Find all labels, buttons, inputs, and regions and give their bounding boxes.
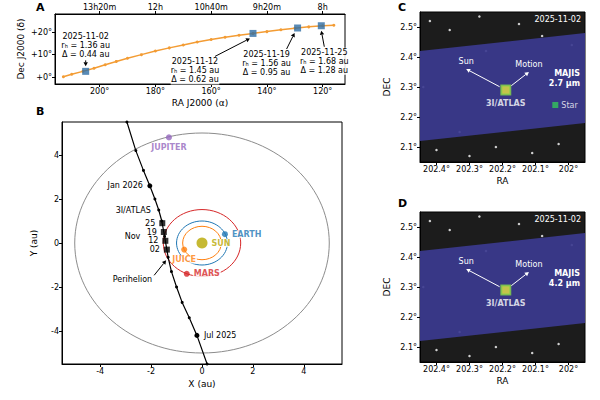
svg-text:JUPITER: JUPITER — [150, 143, 186, 152]
svg-text:13h20m: 13h20m — [83, 3, 116, 12]
svg-text:2.2°: 2.2° — [400, 313, 417, 322]
svg-text:rₕ = 1.36 au: rₕ = 1.36 au — [61, 41, 110, 50]
svg-text:RA: RA — [496, 176, 509, 186]
svg-text:180°: 180° — [146, 87, 165, 96]
svg-text:0: 0 — [54, 239, 59, 248]
svg-text:-2: -2 — [51, 283, 59, 292]
svg-text:202.1°: 202.1° — [522, 365, 549, 374]
svg-text:Nov: Nov — [125, 232, 141, 241]
svg-text:160°: 160° — [202, 87, 221, 96]
svg-text:2: 2 — [250, 367, 255, 376]
svg-text:2.5°: 2.5° — [400, 223, 417, 232]
svg-text:2025-11-02: 2025-11-02 — [535, 215, 582, 224]
svg-text:202.1°: 202.1° — [522, 165, 549, 174]
svg-text:Star: Star — [561, 101, 578, 110]
svg-text:2025-11-02: 2025-11-02 — [535, 15, 582, 24]
svg-text:25: 25 — [145, 219, 155, 228]
svg-text:rₕ = 1.56 au: rₕ = 1.56 au — [242, 59, 291, 68]
svg-text:202°: 202° — [559, 365, 578, 374]
svg-text:DEC: DEC — [382, 278, 392, 297]
svg-text:2025-11-19: 2025-11-19 — [243, 50, 290, 59]
svg-text:RA: RA — [496, 376, 509, 386]
svg-text:Perihelion: Perihelion — [113, 275, 152, 284]
svg-text:3I/ATLAS: 3I/ATLAS — [116, 206, 151, 215]
svg-text:2.2°: 2.2° — [400, 113, 417, 122]
svg-text:Motion: Motion — [515, 260, 542, 269]
svg-text:Jan 2026: Jan 2026 — [107, 181, 143, 190]
svg-text:4.2 μm: 4.2 μm — [549, 279, 580, 288]
svg-text:+20°: +20° — [31, 28, 52, 37]
svg-text:202.4°: 202.4° — [423, 165, 450, 174]
svg-text:120°: 120° — [313, 87, 332, 96]
svg-text:Δ = 0.62 au: Δ = 0.62 au — [171, 75, 219, 84]
svg-text:12: 12 — [148, 236, 158, 245]
svg-text:02: 02 — [150, 245, 160, 254]
svg-text:Sun: Sun — [459, 257, 474, 266]
svg-text:202°: 202° — [559, 165, 578, 174]
svg-text:-4: -4 — [96, 367, 104, 376]
svg-text:A: A — [36, 1, 45, 14]
svg-text:8h: 8h — [318, 3, 328, 12]
svg-text:2.4°: 2.4° — [400, 253, 417, 262]
svg-text:19: 19 — [147, 228, 157, 237]
svg-text:-4: -4 — [51, 327, 59, 336]
svg-text:0: 0 — [199, 367, 204, 376]
svg-text:Sun: Sun — [459, 57, 474, 66]
svg-text:2025-11-12: 2025-11-12 — [172, 57, 219, 66]
svg-text:2.1°: 2.1° — [400, 143, 417, 152]
svg-text:Motion: Motion — [515, 60, 542, 69]
svg-text:C: C — [398, 1, 406, 14]
svg-text:12h: 12h — [148, 3, 163, 12]
svg-text:-2: -2 — [147, 367, 155, 376]
svg-text:Jul 2025: Jul 2025 — [203, 331, 237, 340]
svg-text:202.4°: 202.4° — [423, 365, 450, 374]
svg-text:202.3°: 202.3° — [456, 365, 483, 374]
svg-text:202.3°: 202.3° — [456, 165, 483, 174]
svg-text:Δ = 0.44 au: Δ = 0.44 au — [62, 50, 110, 59]
svg-text:4: 4 — [301, 367, 306, 376]
svg-text:MAJIS: MAJIS — [554, 69, 580, 78]
svg-text:+0°: +0° — [36, 73, 52, 82]
svg-text:MAJIS: MAJIS — [554, 269, 580, 278]
svg-text:2.1°: 2.1° — [400, 343, 417, 352]
svg-text:2.3°: 2.3° — [400, 83, 417, 92]
svg-text:2.3°: 2.3° — [400, 283, 417, 292]
svg-text:2.4°: 2.4° — [400, 53, 417, 62]
svg-text:rₕ = 1.68 au: rₕ = 1.68 au — [300, 57, 349, 66]
svg-text:SUN: SUN — [212, 239, 231, 248]
svg-text:Δ = 1.28 au: Δ = 1.28 au — [301, 66, 349, 75]
svg-text:3I/ATLAS: 3I/ATLAS — [486, 99, 526, 108]
svg-text:Dec J2000 (δ): Dec J2000 (δ) — [16, 18, 26, 79]
svg-text:2: 2 — [54, 195, 59, 204]
svg-text:DEC: DEC — [382, 78, 392, 97]
svg-text:B: B — [36, 105, 44, 118]
svg-text:MARS: MARS — [194, 269, 220, 278]
svg-text:202.2°: 202.2° — [489, 165, 516, 174]
svg-text:Δ = 0.95 au: Δ = 0.95 au — [243, 68, 291, 77]
svg-text:2.5°: 2.5° — [400, 23, 417, 32]
svg-text:4: 4 — [54, 151, 59, 160]
svg-text:RA J2000 (α): RA J2000 (α) — [172, 98, 228, 108]
svg-text:Y (au): Y (au) — [29, 230, 39, 258]
svg-text:202.2°: 202.2° — [489, 365, 516, 374]
svg-text:200°: 200° — [90, 87, 109, 96]
svg-text:rₕ = 1.45 au: rₕ = 1.45 au — [171, 66, 220, 75]
svg-text:3I/ATLAS: 3I/ATLAS — [486, 299, 526, 308]
svg-text:2025-11-02: 2025-11-02 — [62, 32, 109, 41]
svg-text:9h20m: 9h20m — [253, 3, 281, 12]
svg-text:JUICE: JUICE — [171, 255, 196, 264]
svg-text:2.7 μm: 2.7 μm — [549, 79, 580, 88]
svg-text:EARTH: EARTH — [232, 230, 262, 239]
svg-text:140°: 140° — [257, 87, 276, 96]
svg-text:+10°: +10° — [31, 50, 52, 59]
svg-text:X (au): X (au) — [188, 379, 215, 389]
svg-text:10h40m: 10h40m — [195, 3, 228, 12]
svg-text:2025-11-25: 2025-11-25 — [301, 48, 348, 57]
svg-text:D: D — [398, 197, 407, 210]
